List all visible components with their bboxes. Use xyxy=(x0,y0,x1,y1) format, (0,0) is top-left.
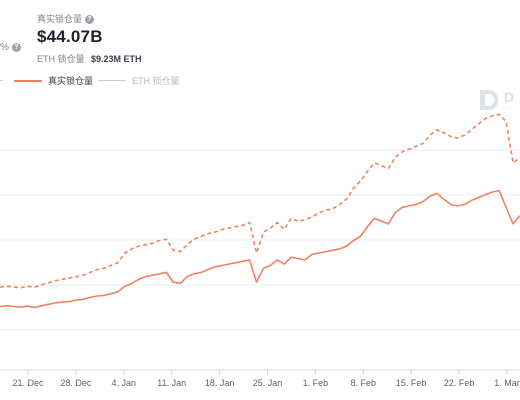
oi-stat: 真实锁仓量? $44.07B ETH 锁仓量 $9.23M ETH xyxy=(37,12,142,65)
grid xyxy=(0,149,520,371)
percent-fragment: %? xyxy=(0,42,21,53)
x-tick-label: 18. Jan xyxy=(205,378,235,388)
x-tick-label: 1. Feb xyxy=(303,378,329,388)
help-icon[interactable]: ? xyxy=(85,15,95,25)
oi-label-text: 真实锁仓量 xyxy=(37,14,83,24)
x-tick-label: 25. Jan xyxy=(253,378,283,388)
watermark-text: D xyxy=(504,89,515,105)
series-line-dashed[interactable] xyxy=(0,113,520,289)
eth-label: ETH 锁仓量 xyxy=(37,54,85,64)
series-group xyxy=(0,113,520,309)
legend-left-stub xyxy=(0,80,3,81)
legend-swatch-primary xyxy=(14,79,42,82)
eth-value: $9.23M ETH xyxy=(91,54,142,64)
legend: 真实锁仓量 ETH 锁仓量 xyxy=(0,74,260,88)
x-tick-label: 8. Feb xyxy=(351,378,377,388)
watermark: D Yo xyxy=(478,88,514,112)
legend-label-secondary: ETH 锁仓量 xyxy=(132,76,180,86)
x-tick-label: 4. Jan xyxy=(112,378,137,388)
eth-stat: ETH 锁仓量 $9.23M ETH xyxy=(37,52,142,65)
legend-swatch-secondary xyxy=(98,80,126,81)
x-tick-label: 1. Mar xyxy=(494,378,520,388)
x-tick-label: 11. Jan xyxy=(157,378,186,388)
help-icon[interactable]: ? xyxy=(11,42,21,52)
x-tick-label: 22. Feb xyxy=(444,378,475,388)
oi-label: 真实锁仓量? xyxy=(37,12,142,25)
watermark-logo-icon xyxy=(480,90,498,110)
x-axis: 21. Dec 28. Dec 4. Jan 11. Jan 18. Jan 25. Ja… xyxy=(12,370,520,388)
x-tick-label: 28. Dec xyxy=(60,378,92,388)
legend-label-primary: 真实锁仓量 xyxy=(48,76,94,86)
legend-item-primary[interactable]: 真实锁仓量 xyxy=(14,74,93,87)
legend-item-secondary[interactable]: ETH 锁仓量 xyxy=(98,74,180,87)
oi-value: $44.07B xyxy=(37,27,103,46)
series-line-solid[interactable] xyxy=(0,189,520,309)
watermark-subtext: Yo xyxy=(504,106,511,112)
x-tick-label: 15. Feb xyxy=(396,378,427,388)
x-tick-label: 21. Dec xyxy=(12,378,44,388)
